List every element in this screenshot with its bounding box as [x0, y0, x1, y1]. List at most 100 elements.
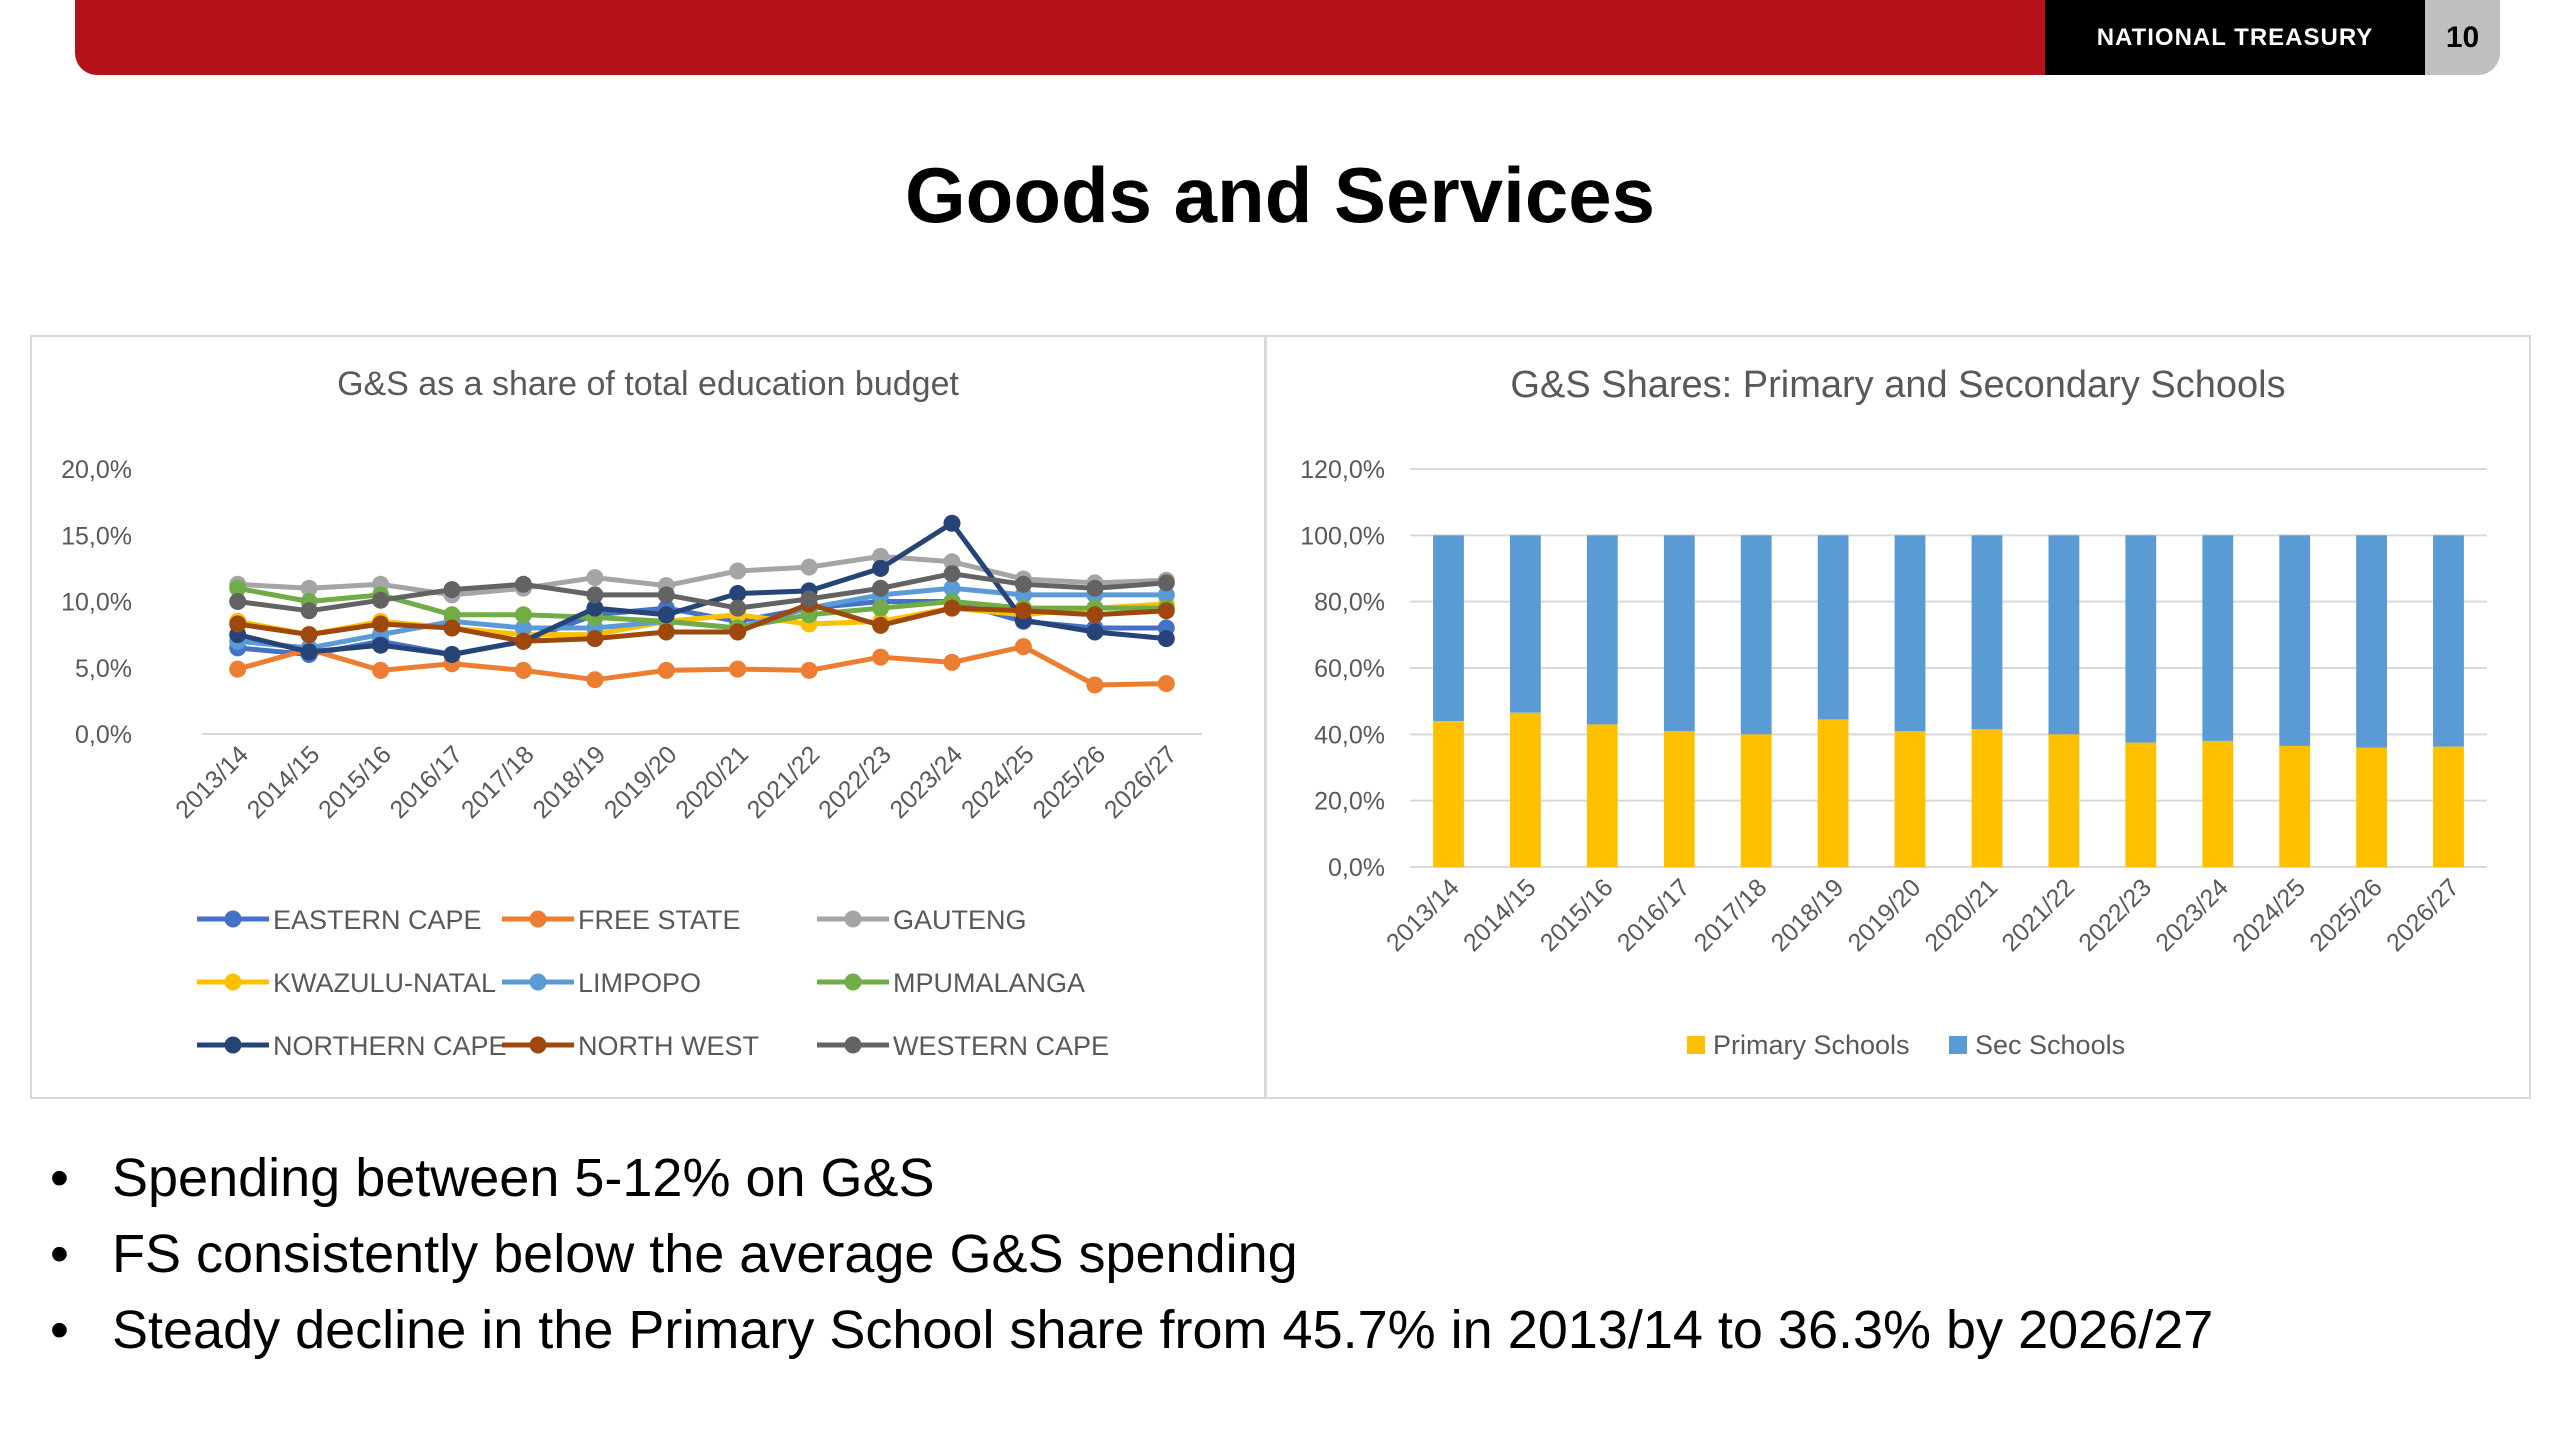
- data-point: [372, 636, 390, 654]
- data-point: [1086, 623, 1104, 641]
- legend-swatch-marker: [224, 1036, 242, 1054]
- legend-swatch-marker: [529, 910, 547, 928]
- page-number: 10: [2425, 0, 2500, 75]
- bar-segment: [2356, 747, 2387, 867]
- data-point: [514, 632, 532, 650]
- x-tick-label: 2018/19: [1766, 873, 1850, 957]
- bar-segment: [1894, 731, 1926, 867]
- legend-label: NORTH WEST: [578, 1031, 759, 1061]
- y-tick-label: 120,0%: [1300, 456, 1385, 484]
- data-point: [943, 514, 961, 532]
- x-tick-label: 2025/26: [2304, 873, 2388, 957]
- data-point: [514, 606, 532, 624]
- x-tick-label: 2021/22: [1996, 873, 2080, 957]
- data-point: [872, 616, 890, 634]
- data-point: [514, 575, 532, 593]
- data-point: [372, 591, 390, 609]
- legend-label: NORTHERN CAPE: [273, 1031, 507, 1061]
- data-point: [800, 558, 818, 576]
- bar-segment: [2279, 745, 2311, 867]
- data-point: [443, 646, 461, 663]
- data-point: [872, 599, 890, 617]
- slide-title: Goods and Services: [905, 151, 1655, 239]
- data-point: [514, 661, 532, 679]
- bar-segment: [1510, 712, 1541, 867]
- x-tick-label: 2023/24: [2150, 873, 2234, 957]
- header-brand: NATIONAL TREASURY: [2045, 0, 2425, 75]
- bar-segment: [2048, 535, 2080, 735]
- y-tick-label: 15,0%: [61, 522, 132, 550]
- x-tick-label: 2013/14: [170, 740, 254, 824]
- data-point: [729, 660, 747, 678]
- bar-segment: [2279, 535, 2311, 746]
- data-point: [1157, 574, 1175, 592]
- bullet-text: Steady decline in the Primary School sha…: [112, 1300, 2214, 1360]
- data-point: [372, 661, 390, 679]
- bar-segment: [1971, 729, 2003, 867]
- bullet-marker: •: [50, 1224, 69, 1284]
- x-tick-label: 2015/16: [1535, 873, 1619, 957]
- legend-swatch-marker: [844, 1036, 862, 1054]
- chart-title: G&S Shares: Primary and Secondary School…: [1510, 364, 2285, 406]
- data-point: [943, 599, 961, 617]
- x-tick-label: 2020/21: [1920, 873, 2004, 957]
- data-point: [1157, 586, 1175, 604]
- bar-segment: [1817, 535, 1849, 720]
- legend-swatch: [1687, 1036, 1705, 1054]
- data-point: [729, 623, 747, 641]
- data-point: [586, 569, 604, 587]
- legend-swatch-marker: [844, 973, 862, 991]
- legend-label: KWAZULU-NATAL: [273, 968, 496, 998]
- bar-segment: [2202, 535, 2234, 741]
- bar-segment: [1433, 535, 1464, 721]
- y-tick-label: 100,0%: [1300, 522, 1385, 550]
- bar-segment: [2048, 734, 2080, 867]
- x-tick-label: 2020/21: [670, 740, 754, 824]
- data-point: [1157, 602, 1175, 620]
- data-point: [586, 599, 604, 617]
- y-tick-label: 10,0%: [61, 589, 132, 617]
- series-line: [237, 601, 1167, 644]
- stacked-bar-chart: G&S Shares: Primary and Secondary School…: [1300, 364, 2487, 1060]
- data-point: [943, 565, 961, 583]
- data-point: [229, 615, 247, 633]
- line-chart: G&S as a share of total education budget…: [61, 365, 1202, 1061]
- data-point: [1157, 675, 1175, 693]
- legend-swatch-marker: [844, 910, 862, 928]
- legend-swatch: [1949, 1036, 1967, 1054]
- line-chart-panel: G&S as a share of total education budget…: [30, 335, 1266, 1099]
- data-point: [586, 630, 604, 648]
- bar-segment: [1510, 535, 1541, 713]
- legend-label: LIMPOPO: [578, 968, 701, 998]
- data-point: [729, 585, 747, 602]
- x-tick-label: 2024/25: [956, 740, 1040, 824]
- bar-segment: [2433, 535, 2464, 747]
- data-point: [1086, 676, 1104, 694]
- data-point: [586, 586, 604, 604]
- data-point: [1014, 575, 1032, 593]
- data-point: [872, 648, 890, 666]
- data-point: [229, 579, 247, 597]
- bar-segment: [2125, 535, 2157, 743]
- bar-segment: [1433, 721, 1464, 867]
- header-red-band: [75, 0, 2045, 75]
- legend-swatch-marker: [224, 973, 242, 991]
- y-tick-label: 20,0%: [61, 456, 132, 484]
- data-point: [1157, 630, 1175, 648]
- data-point: [586, 671, 604, 689]
- x-tick-label: 2019/20: [599, 740, 683, 824]
- bar-segment: [1586, 724, 1618, 867]
- bullet-item: • Steady decline in the Primary School s…: [50, 1292, 2530, 1368]
- data-point: [657, 623, 675, 641]
- x-tick-label: 2022/23: [813, 740, 897, 824]
- series-line: [237, 571, 1167, 614]
- x-tick-label: 2019/20: [1843, 873, 1927, 957]
- data-point: [729, 562, 747, 580]
- bullet-item: • FS consistently below the average G&S …: [50, 1216, 2530, 1292]
- y-tick-label: 60,0%: [1314, 655, 1385, 683]
- x-tick-label: 2016/17: [1612, 873, 1696, 957]
- data-point: [800, 590, 818, 608]
- legend-label: Sec Schools: [1975, 1030, 2125, 1060]
- x-tick-label: 2022/23: [2073, 873, 2157, 957]
- bar-segment: [2125, 742, 2157, 867]
